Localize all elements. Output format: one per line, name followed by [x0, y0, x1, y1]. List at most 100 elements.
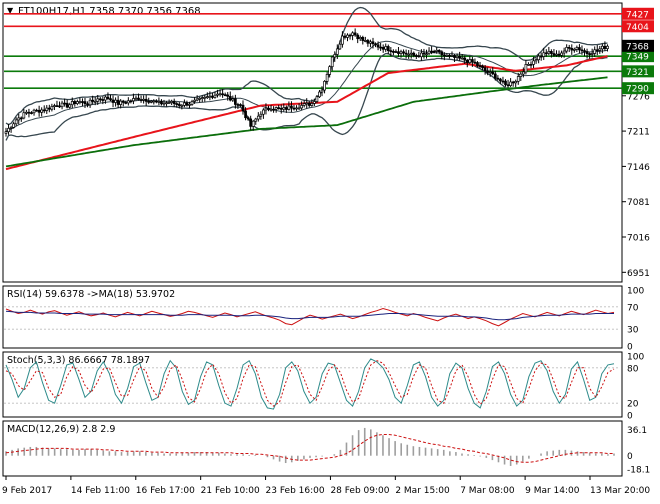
- candle-body: [425, 53, 428, 56]
- candle-body: [111, 99, 115, 103]
- macd-axis: 36.1 0 -18.1: [627, 426, 650, 476]
- candle-body: [290, 105, 293, 109]
- candle-body: [228, 96, 232, 101]
- candle-body: [142, 98, 145, 101]
- stoch-panel-frame: [2, 351, 623, 418]
- time-tick-label: 7 Mar 08:00: [460, 486, 515, 496]
- candle-body: [389, 50, 393, 52]
- candle-body: [578, 47, 581, 51]
- candle-body: [539, 55, 543, 58]
- macd-tick-label: 0: [627, 452, 633, 462]
- candle-body: [371, 41, 375, 45]
- candle-body: [369, 41, 372, 44]
- candle-body: [534, 59, 538, 62]
- candle-body: [432, 50, 436, 53]
- candle-body: [132, 98, 135, 102]
- candle-body: [198, 97, 202, 100]
- candle-body: [193, 99, 196, 102]
- candle-body: [106, 96, 110, 99]
- rsi-layer: [4, 306, 620, 330]
- candle-body: [506, 84, 510, 87]
- candle-body: [509, 81, 512, 86]
- candle-body: [170, 101, 174, 103]
- candle-body: [40, 109, 44, 113]
- candle-body: [323, 80, 326, 91]
- candle-body: [236, 104, 240, 106]
- candle-body: [149, 100, 153, 103]
- rsi-tick-label: 0: [627, 343, 633, 353]
- candle-body: [583, 50, 586, 52]
- candle-body: [137, 97, 140, 100]
- candle-body: [392, 51, 395, 53]
- candle-body: [445, 54, 449, 57]
- candle-body: [205, 96, 209, 99]
- candle-body: [251, 120, 255, 127]
- candle-body: [254, 118, 258, 122]
- rsi-ma-line: [5, 310, 614, 321]
- candle-body: [532, 60, 535, 65]
- candle-body: [101, 99, 105, 101]
- candle-body: [86, 103, 89, 106]
- candle-body: [376, 44, 380, 48]
- candle-body: [565, 47, 569, 52]
- candle-body: [68, 104, 72, 108]
- collapse-arrow-icon[interactable]: ▼: [7, 6, 14, 15]
- candle-body: [397, 51, 400, 54]
- candle-body: [17, 117, 21, 121]
- candle-body: [361, 37, 365, 41]
- current-price-box: [622, 39, 654, 52]
- candle-body: [183, 102, 186, 106]
- macd-title: MACD(12,26,9) 2.8 2.9: [7, 424, 115, 435]
- candle-body: [76, 101, 79, 105]
- candle-body: [547, 51, 551, 54]
- candle-body: [374, 43, 377, 46]
- candle-body: [588, 53, 591, 55]
- candle-body: [226, 94, 230, 97]
- candle-body: [160, 101, 163, 105]
- candle-body: [529, 64, 533, 66]
- candle-body: [460, 57, 464, 60]
- candle-body: [139, 99, 143, 101]
- price-tick-label: 7146: [627, 163, 650, 173]
- candle-body: [437, 49, 441, 53]
- level-price-box-7349: [622, 50, 654, 63]
- candle-body: [442, 54, 446, 57]
- candle-body: [333, 54, 337, 58]
- candle-body: [455, 55, 459, 58]
- candle-body: [37, 109, 41, 113]
- stoch-tick-label: 100: [627, 353, 644, 363]
- candle-body: [234, 98, 237, 105]
- bollinger-bands-layer: [5, 6, 608, 141]
- candle-body: [287, 105, 291, 110]
- rsi-title: RSI(14) 59.6378 ->MA(18) 53.9702: [7, 289, 175, 300]
- candle-body: [363, 40, 367, 42]
- candle-body: [83, 101, 87, 105]
- candle-body: [318, 91, 321, 98]
- candle-body: [121, 100, 125, 103]
- candle-body: [45, 107, 49, 111]
- candle-body: [7, 128, 10, 133]
- candle-body: [116, 99, 120, 105]
- candle-body: [307, 102, 311, 106]
- candle-body: [134, 97, 138, 100]
- candle-body: [302, 103, 306, 106]
- candle-body: [356, 34, 360, 40]
- candle-body: [585, 51, 589, 54]
- candle-body: [50, 106, 54, 110]
- current-price-label: 7368: [626, 42, 649, 52]
- candle-body: [221, 93, 224, 96]
- candle-body: [12, 123, 15, 128]
- stoch-tick-label: 0: [627, 412, 633, 422]
- candle-body: [476, 62, 479, 66]
- level-price-box-7404: [622, 20, 654, 33]
- candle-body: [435, 49, 439, 52]
- macd-signal-line: [5, 434, 614, 463]
- price-tick-label: 7211: [627, 128, 650, 138]
- candle-body: [213, 94, 217, 98]
- candle-body: [259, 113, 263, 117]
- candle-body: [313, 101, 316, 104]
- macd-tick-label: 36.1: [627, 426, 647, 436]
- macd-panel-frame: [2, 420, 623, 477]
